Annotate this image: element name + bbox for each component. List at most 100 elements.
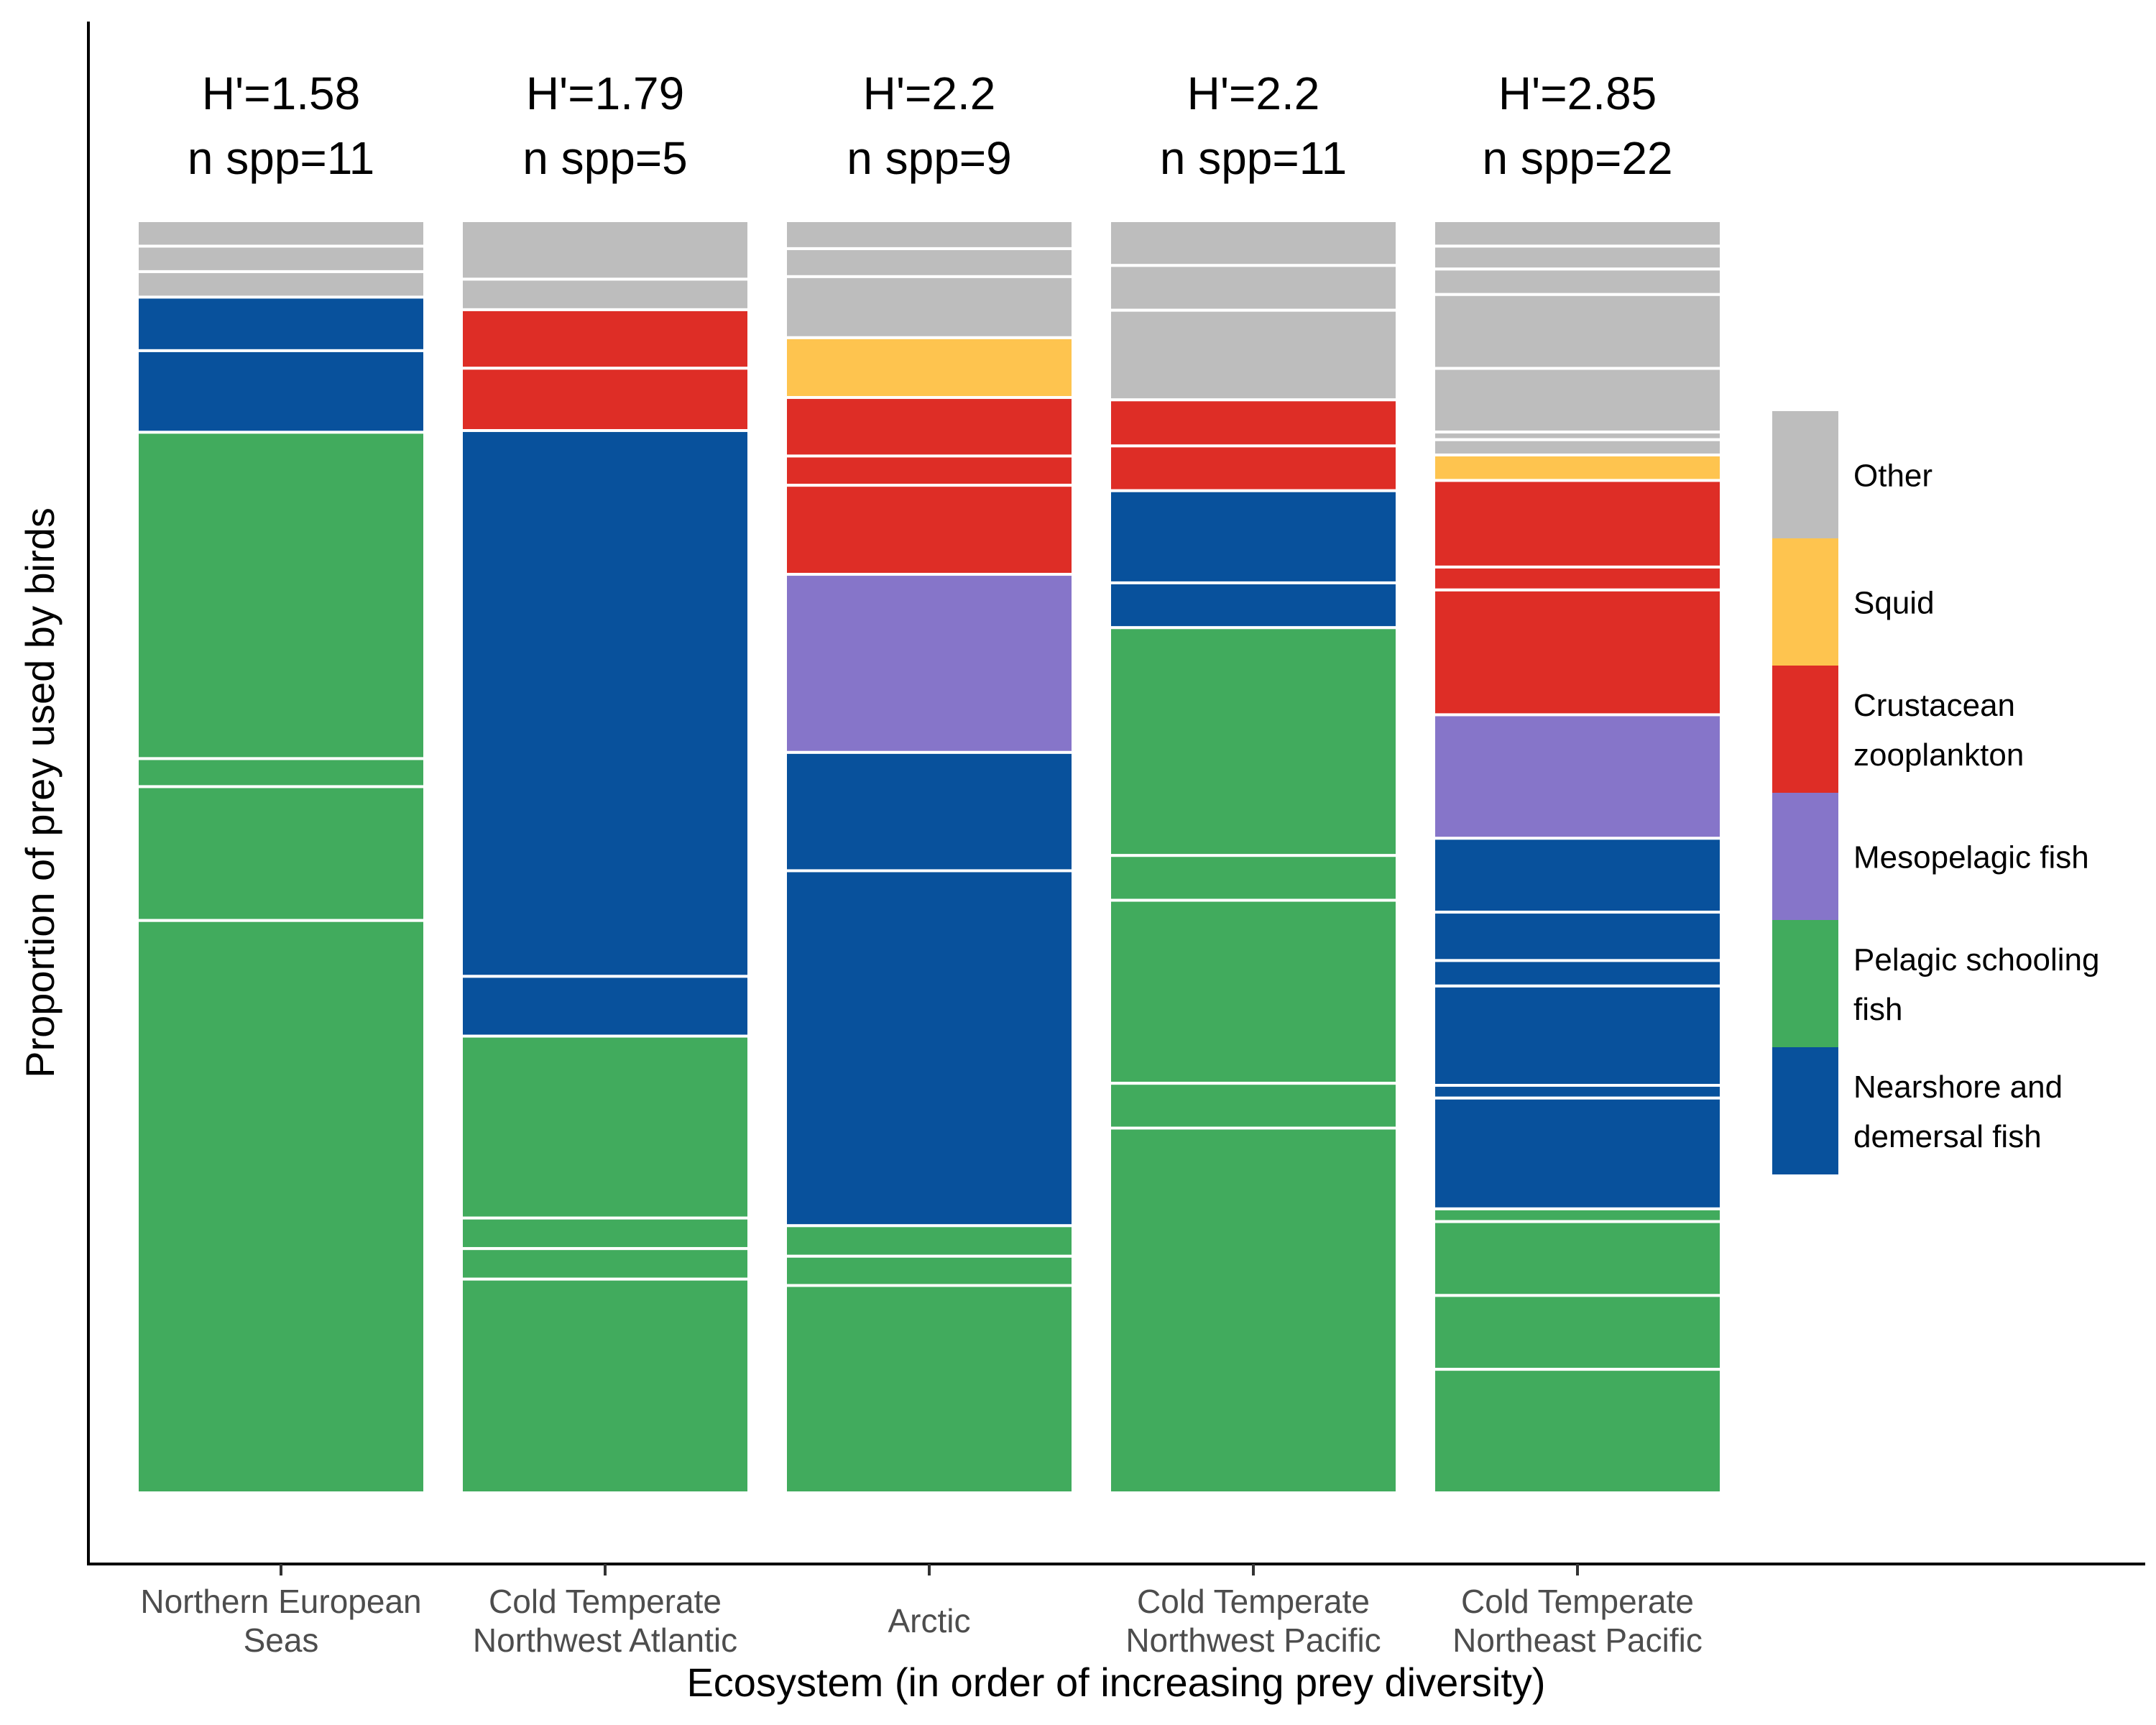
bar-segment-pelagic-4-11 — [1108, 1082, 1399, 1130]
bar-segment-nearshore-5-15 — [1432, 959, 1723, 988]
bar-segment-other-1-2 — [136, 244, 426, 273]
legend-key-nearshore — [1772, 1047, 1838, 1174]
legend-label-pelagic-line-2: fish — [1853, 992, 1902, 1027]
legend-label-nearshore-line-1: Nearshore and — [1853, 1070, 2063, 1105]
bar-segment-crustacean-5-10 — [1432, 565, 1723, 592]
species-count-label-4: n spp=11 — [1160, 132, 1347, 184]
x-tick-label-4-line-1: Cold Temperate — [1137, 1583, 1370, 1620]
bar-segment-pelagic-5-21 — [1432, 1294, 1723, 1371]
x-tick-label-5-line-1: Cold Temperate — [1461, 1583, 1694, 1620]
diversity-index-label-2: H'=1.79 — [526, 68, 684, 119]
diversity-index-label-1: H'=1.58 — [202, 68, 360, 119]
bar-segment-pelagic-4-9 — [1108, 854, 1399, 902]
bar-segment-nearshore-1-5 — [136, 349, 426, 434]
bar-segment-other-3-1 — [784, 219, 1074, 250]
bar-segment-pelagic-5-20 — [1432, 1220, 1723, 1297]
legend-label-crustacean-line-1: Crustacean — [1853, 688, 2015, 723]
y-axis-title: Proportion of prey used by birds — [17, 507, 63, 1078]
bar-segment-pelagic-3-13 — [784, 1284, 1074, 1494]
bar-segment-pelagic-2-9 — [460, 1247, 750, 1281]
legend-key-mesopelagic — [1772, 793, 1838, 920]
diversity-index-label-4: H'=2.2 — [1187, 68, 1320, 119]
bar-segment-other-5-1 — [1432, 219, 1723, 248]
x-tick-label-2-line-1: Cold Temperate — [489, 1583, 722, 1620]
bar-segment-other-3-3 — [784, 275, 1074, 339]
bar-segment-crustacean-2-4 — [460, 367, 750, 433]
bar-segment-other-4-3 — [1108, 308, 1399, 402]
bar-segment-other-4-1 — [1108, 219, 1399, 267]
bar-segment-pelagic-1-7 — [136, 757, 426, 788]
bar-segment-crustacean-3-5 — [784, 396, 1074, 458]
species-count-label-3: n spp=9 — [847, 132, 1012, 184]
legend-key-crustacean — [1772, 666, 1838, 793]
bar-segment-squid-5-8 — [1432, 454, 1723, 482]
bar-segment-pelagic-5-22 — [1432, 1368, 1723, 1495]
bar-segment-nearshore-5-13 — [1432, 837, 1723, 914]
species-count-label-1: n spp=11 — [188, 132, 374, 184]
diversity-index-label-3: H'=2.2 — [863, 68, 996, 119]
bar-segment-crustacean-4-4 — [1108, 398, 1399, 448]
legend: Other Squid Crustacean zooplankton Mesopelag… — [1772, 411, 2099, 1174]
bar-segment-crustacean-5-9 — [1432, 479, 1723, 569]
legend-label-pelagic-line-1: Pelagic schooling — [1853, 942, 2099, 978]
bar-segment-nearshore-2-5 — [460, 429, 750, 978]
bar-segment-nearshore-4-6 — [1108, 489, 1399, 584]
legend-label-other-line-1: Other — [1853, 459, 1932, 494]
legend-key-other — [1772, 411, 1838, 538]
bars-group — [136, 219, 1723, 1495]
x-tick-label-5-line-2: Northeast Pacific — [1452, 1622, 1703, 1659]
bar-segment-other-1-3 — [136, 270, 426, 299]
bar-segment-crustacean-4-5 — [1108, 444, 1399, 492]
bar-segment-other-1-1 — [136, 219, 426, 248]
bar-segment-mesopelagic-5-12 — [1432, 713, 1723, 840]
bar-segment-other-5-2 — [1432, 244, 1723, 271]
bar-segment-other-2-1 — [460, 219, 750, 281]
bar-segment-pelagic-3-12 — [784, 1254, 1074, 1287]
legend-label-squid-line-1: Squid — [1853, 586, 1935, 621]
legend-label-crustacean-line-2: zooplankton — [1853, 737, 2024, 773]
bar-segment-pelagic-5-19 — [1432, 1207, 1723, 1223]
bar-segment-other-3-2 — [784, 247, 1074, 278]
legend-label-mesopelagic-line-1: Mesopelagic fish — [1853, 840, 2089, 875]
legend-label-nearshore-line-2: demersal fish — [1853, 1119, 2042, 1154]
species-count-label-5: n spp=22 — [1482, 132, 1672, 184]
bar-segment-other-5-7 — [1432, 438, 1723, 457]
bar-segment-mesopelagic-3-8 — [784, 573, 1074, 754]
bar-segment-other-5-3 — [1432, 267, 1723, 296]
x-tick-label-1-line-1: Northern European — [140, 1583, 421, 1620]
bar-segment-pelagic-2-7 — [460, 1034, 750, 1220]
x-axis-title: Ecosystem (in order of increasing prey d… — [686, 1660, 1545, 1705]
bar-segment-nearshore-1-4 — [136, 295, 426, 352]
species-count-label-2: n spp=5 — [522, 132, 688, 184]
bar-segment-nearshore-3-10 — [784, 869, 1074, 1228]
bar-segment-crustacean-5-11 — [1432, 588, 1723, 717]
bar-segment-pelagic-1-9 — [136, 919, 426, 1494]
bar-segment-nearshore-5-16 — [1432, 984, 1723, 1087]
bar-segment-other-2-2 — [460, 277, 750, 311]
diversity-index-label-5: H'=2.85 — [1498, 68, 1657, 119]
x-tick-label-4-line-2: Northwest Pacific — [1125, 1622, 1381, 1659]
bar-segment-pelagic-4-8 — [1108, 626, 1399, 857]
bar-segment-nearshore-5-14 — [1432, 911, 1723, 962]
bar-segment-pelagic-1-8 — [136, 785, 426, 922]
bar-segment-squid-3-4 — [784, 336, 1074, 400]
bar-segment-crustacean-3-7 — [784, 484, 1074, 576]
bar-segment-other-5-4 — [1432, 293, 1723, 370]
legend-key-pelagic — [1772, 920, 1838, 1047]
bar-segment-nearshore-5-18 — [1432, 1096, 1723, 1210]
bar-segment-pelagic-4-10 — [1108, 898, 1399, 1085]
bar-segment-nearshore-5-17 — [1432, 1084, 1723, 1100]
bar-segment-nearshore-3-9 — [784, 750, 1074, 873]
x-tick-label-3-line-1: Arctic — [888, 1602, 971, 1639]
bar-segment-other-5-5 — [1432, 367, 1723, 434]
bar-segment-crustacean-2-3 — [460, 308, 750, 370]
bar-segment-pelagic-1-6 — [136, 431, 426, 760]
bar-segment-pelagic-3-11 — [784, 1224, 1074, 1258]
legend-key-squid — [1772, 538, 1838, 666]
bar-segment-other-4-2 — [1108, 264, 1399, 312]
bar-segment-nearshore-4-7 — [1108, 581, 1399, 630]
bar-segment-crustacean-3-6 — [784, 454, 1074, 487]
x-tick-label-1-line-2: Seas — [244, 1622, 319, 1659]
